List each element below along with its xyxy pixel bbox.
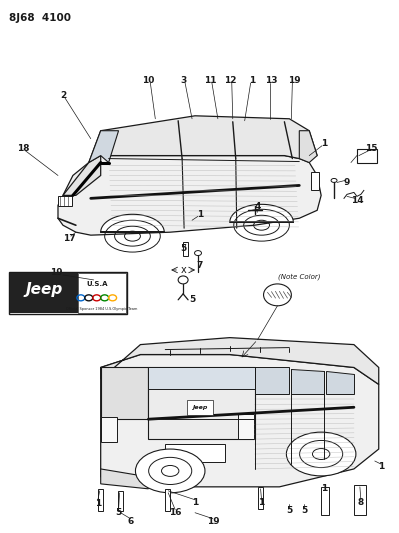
Bar: [311, 173, 319, 190]
Text: 17: 17: [63, 233, 75, 243]
Ellipse shape: [300, 440, 343, 467]
Ellipse shape: [195, 251, 201, 255]
Text: (Note Color): (Note Color): [278, 273, 320, 280]
Text: 1: 1: [95, 499, 101, 508]
Text: 1: 1: [321, 484, 327, 494]
Ellipse shape: [178, 276, 188, 284]
Text: 8: 8: [358, 498, 364, 507]
Ellipse shape: [331, 179, 337, 182]
Bar: [165, 489, 170, 511]
Text: 1: 1: [249, 76, 256, 85]
Polygon shape: [101, 469, 148, 489]
Text: 8J68  4100: 8J68 4100: [9, 13, 71, 23]
Text: Official Sponsor 1984 U.S.Olympic Team: Official Sponsor 1984 U.S.Olympic Team: [66, 307, 137, 311]
Bar: [10, 273, 78, 313]
Ellipse shape: [135, 449, 205, 493]
Text: 19: 19: [50, 269, 62, 278]
Ellipse shape: [312, 449, 330, 459]
Text: 13: 13: [265, 76, 278, 85]
Text: 3: 3: [180, 76, 186, 85]
Text: 16: 16: [169, 508, 182, 517]
Text: 10: 10: [142, 76, 154, 85]
Bar: [238, 414, 254, 439]
Text: 9: 9: [344, 178, 350, 187]
Polygon shape: [58, 156, 321, 235]
Text: 19: 19: [207, 517, 219, 526]
Bar: [321, 487, 329, 515]
Text: 4: 4: [255, 202, 261, 211]
Text: 5: 5: [180, 244, 186, 253]
Bar: [354, 485, 366, 515]
Polygon shape: [299, 131, 317, 163]
Polygon shape: [89, 131, 119, 163]
Text: 18: 18: [17, 144, 30, 153]
Text: 5: 5: [189, 295, 195, 304]
Text: 1: 1: [259, 498, 265, 507]
Bar: [165, 444, 225, 462]
Polygon shape: [101, 367, 148, 419]
Polygon shape: [101, 214, 164, 232]
Ellipse shape: [162, 465, 179, 477]
Polygon shape: [101, 337, 379, 384]
Polygon shape: [148, 367, 255, 439]
Text: 1: 1: [197, 210, 203, 219]
Bar: [78, 273, 126, 313]
Text: Jeep: Jeep: [192, 405, 208, 410]
Bar: [118, 491, 122, 511]
Polygon shape: [63, 156, 101, 196]
Text: 12: 12: [223, 76, 236, 85]
Bar: [98, 489, 103, 511]
Text: 1: 1: [321, 139, 327, 148]
Ellipse shape: [286, 432, 356, 476]
Polygon shape: [326, 372, 354, 394]
Polygon shape: [291, 369, 324, 394]
Bar: [58, 196, 72, 206]
Polygon shape: [230, 204, 293, 222]
Text: 14: 14: [351, 196, 363, 205]
Polygon shape: [148, 367, 255, 389]
Bar: [357, 149, 377, 163]
Bar: [183, 242, 188, 256]
Text: U.S.A: U.S.A: [87, 281, 108, 287]
Bar: [9, 272, 126, 314]
Bar: [101, 417, 117, 442]
Text: 6: 6: [127, 517, 134, 526]
Text: 7: 7: [197, 261, 203, 270]
Text: 19: 19: [288, 76, 301, 85]
Bar: [258, 487, 263, 508]
Polygon shape: [101, 354, 379, 487]
Text: x: x: [180, 265, 186, 275]
Text: 11: 11: [203, 76, 216, 85]
Text: 2: 2: [60, 91, 66, 100]
Polygon shape: [89, 116, 317, 163]
Text: 5: 5: [301, 506, 307, 515]
Text: 15: 15: [365, 144, 377, 153]
Text: 1: 1: [192, 498, 198, 507]
Text: Jeep: Jeep: [26, 282, 63, 297]
Ellipse shape: [149, 457, 192, 484]
Polygon shape: [255, 367, 289, 394]
Ellipse shape: [264, 284, 291, 306]
Text: 5: 5: [115, 508, 122, 517]
Text: 5: 5: [286, 506, 292, 515]
Text: 1: 1: [377, 463, 384, 472]
